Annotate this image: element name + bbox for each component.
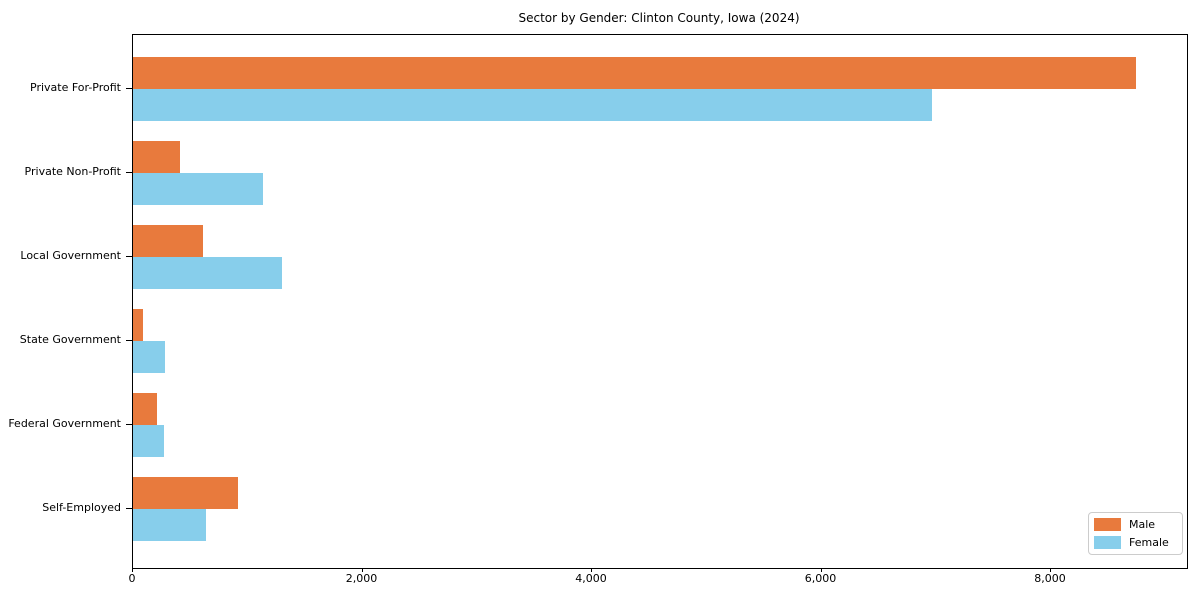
plot-area: Male Female bbox=[132, 34, 1188, 569]
y-tick-mark-5 bbox=[126, 508, 132, 509]
y-tick-mark-4 bbox=[126, 424, 132, 425]
x-tick-mark-1 bbox=[361, 568, 363, 572]
y-tick-mark-2 bbox=[126, 256, 132, 257]
y-tick-label-5: Self-Employed bbox=[42, 501, 121, 514]
chart-title: Sector by Gender: Clinton County, Iowa (… bbox=[518, 11, 800, 25]
female-bar-4 bbox=[133, 425, 164, 457]
x-tick-label-3: 6,000 bbox=[804, 572, 837, 585]
legend-item-male: Male bbox=[1094, 518, 1176, 531]
y-tick-label-1: Private Non-Profit bbox=[24, 165, 121, 178]
male-bar-3 bbox=[133, 309, 144, 341]
x-tick-label-0: 0 bbox=[128, 572, 136, 585]
x-tick-mark-2 bbox=[591, 568, 592, 572]
legend-label-female: Female bbox=[1129, 536, 1169, 549]
x-tick-mark-3 bbox=[820, 568, 822, 572]
legend-label-male: Male bbox=[1129, 518, 1156, 531]
x-tick-mark-4 bbox=[1050, 568, 1051, 572]
x-tick-label-1: 2,000 bbox=[345, 572, 378, 585]
male-bar-0 bbox=[133, 57, 1136, 89]
y-tick-label-3: State Government bbox=[19, 333, 121, 346]
male-bar-5 bbox=[133, 477, 238, 509]
y-tick-label-2: Local Government bbox=[20, 249, 121, 262]
female-bar-2 bbox=[133, 257, 283, 289]
y-tick-mark-3 bbox=[126, 340, 132, 341]
male-bar-1 bbox=[133, 141, 180, 173]
female-bar-0 bbox=[133, 89, 932, 121]
legend-item-female: Female bbox=[1094, 536, 1176, 549]
x-tick-mark-0 bbox=[132, 568, 133, 572]
female-bar-1 bbox=[133, 173, 263, 205]
female-bar-5 bbox=[133, 509, 207, 541]
female-bar-3 bbox=[133, 341, 166, 373]
legend-swatch-male bbox=[1094, 518, 1121, 531]
y-tick-label-4: Federal Government bbox=[8, 417, 121, 430]
x-tick-label-4: 8,000 bbox=[1034, 572, 1066, 585]
male-bar-2 bbox=[133, 225, 203, 257]
y-tick-label-0: Private For-Profit bbox=[30, 81, 121, 94]
y-tick-mark-0 bbox=[126, 88, 132, 89]
male-bar-4 bbox=[133, 393, 158, 425]
legend-swatch-female bbox=[1094, 536, 1121, 549]
x-tick-label-2: 4,000 bbox=[575, 572, 607, 585]
y-tick-mark-1 bbox=[126, 172, 132, 173]
legend: Male Female bbox=[1088, 512, 1183, 555]
